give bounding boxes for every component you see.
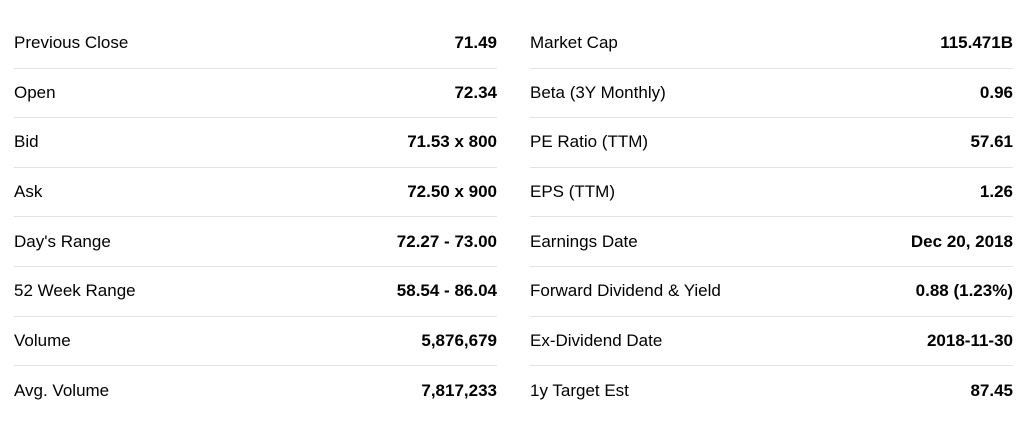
stat-row-1y-target-est: 1y Target Est 87.45 (530, 366, 1013, 416)
stat-label: Day's Range (14, 231, 111, 251)
stat-row-eps: EPS (TTM) 1.26 (530, 168, 1013, 218)
stat-label: Volume (14, 330, 71, 350)
stat-label: PE Ratio (TTM) (530, 132, 649, 152)
stat-row-52-week-range: 52 Week Range 58.54 - 86.04 (14, 267, 497, 317)
quote-summary-table: Previous Close 71.49 Open 72.34 Bid 71.5… (14, 19, 1013, 416)
stat-value: Dec 20, 2018 (910, 231, 1013, 251)
stat-value: 1.26 (979, 182, 1013, 202)
stat-value: 72.34 (454, 82, 497, 102)
stat-value: 72.27 - 73.00 (396, 231, 497, 251)
stat-row-previous-close: Previous Close 71.49 (14, 19, 497, 69)
left-stats-column: Previous Close 71.49 Open 72.34 Bid 71.5… (14, 19, 497, 416)
stat-label: 52 Week Range (14, 281, 136, 301)
stat-value: 5,876,679 (421, 330, 497, 350)
stat-value: 87.45 (970, 380, 1013, 400)
stat-value: 57.61 (970, 132, 1013, 152)
stat-row-pe-ratio: PE Ratio (TTM) 57.61 (530, 118, 1013, 168)
right-stats-column: Market Cap 115.471B Beta (3Y Monthly) 0.… (530, 19, 1013, 416)
stat-row-volume: Volume 5,876,679 (14, 317, 497, 367)
stat-label: Bid (14, 132, 39, 152)
stat-value: 115.471B (940, 33, 1013, 53)
stat-row-avg-volume: Avg. Volume 7,817,233 (14, 366, 497, 416)
stat-label: Avg. Volume (14, 380, 110, 400)
stat-label: Ask (14, 182, 43, 202)
stat-label: Market Cap (530, 33, 618, 53)
stat-row-days-range: Day's Range 72.27 - 73.00 (14, 217, 497, 267)
stat-row-ask: Ask 72.50 x 900 (14, 168, 497, 218)
stat-row-open: Open 72.34 (14, 69, 497, 119)
stat-row-earnings-date: Earnings Date Dec 20, 2018 (530, 217, 1013, 267)
stat-label: Earnings Date (530, 231, 638, 251)
stat-label: Ex-Dividend Date (530, 330, 663, 350)
stat-label: Previous Close (14, 33, 129, 53)
stat-row-bid: Bid 71.53 x 800 (14, 118, 497, 168)
stat-label: EPS (TTM) (530, 182, 615, 202)
stat-label: Beta (3Y Monthly) (530, 82, 666, 102)
stat-value: 0.96 (979, 82, 1013, 102)
stat-row-ex-dividend-date: Ex-Dividend Date 2018-11-30 (530, 317, 1013, 367)
stat-row-beta: Beta (3Y Monthly) 0.96 (530, 69, 1013, 119)
stat-row-forward-dividend-yield: Forward Dividend & Yield 0.88 (1.23%) (530, 267, 1013, 317)
stat-value: 7,817,233 (421, 380, 497, 400)
stat-value: 71.53 x 800 (407, 132, 497, 152)
stat-value: 58.54 - 86.04 (396, 281, 497, 301)
stat-value: 0.88 (1.23%) (915, 281, 1013, 301)
stat-value: 2018-11-30 (926, 330, 1013, 350)
stat-value: 71.49 (454, 33, 497, 53)
stat-row-market-cap: Market Cap 115.471B (530, 19, 1013, 69)
stat-label: Open (14, 82, 56, 102)
stat-value: 72.50 x 900 (407, 182, 497, 202)
stat-label: Forward Dividend & Yield (530, 281, 721, 301)
stat-label: 1y Target Est (530, 380, 629, 400)
